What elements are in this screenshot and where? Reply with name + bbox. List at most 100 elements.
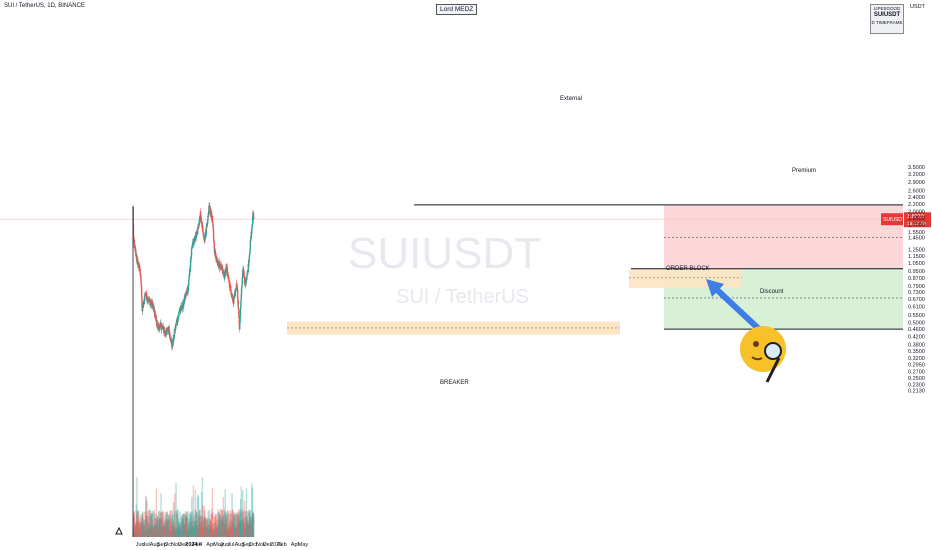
volume-bar <box>146 500 148 537</box>
y-tick-label: 2.4000 <box>908 195 925 201</box>
candle-body <box>194 237 196 241</box>
candle-body <box>209 205 211 210</box>
candle-body <box>246 276 248 280</box>
volume-bar <box>224 512 227 537</box>
volume-bar <box>187 523 189 537</box>
volume-bar <box>248 510 251 537</box>
candle-body <box>172 345 174 346</box>
volume-bar <box>161 512 164 537</box>
volume-bar <box>186 513 188 537</box>
volume-bar <box>200 521 202 537</box>
info-box-line1: LIPESGOOD <box>873 6 901 11</box>
volume-bar <box>224 524 226 537</box>
candle-body <box>225 272 227 273</box>
candle-body <box>168 326 170 332</box>
volume-bar <box>148 521 150 537</box>
volume-bar <box>206 519 208 537</box>
volume-bar <box>226 510 229 537</box>
candle-body <box>159 324 161 328</box>
volume-bar <box>155 488 158 537</box>
candle-body <box>134 243 136 247</box>
volume-bar <box>199 515 202 537</box>
volume-bar <box>233 514 235 537</box>
volume-bar <box>205 525 208 537</box>
volume-bar <box>151 524 153 537</box>
volume-bar <box>197 530 199 537</box>
volume-bar <box>158 523 160 537</box>
volume-bar <box>133 528 135 537</box>
volume-bar <box>158 510 160 537</box>
volume-bar <box>204 510 206 537</box>
y-tick-label: 0.3800 <box>908 342 925 348</box>
candle-body <box>151 301 154 305</box>
volume-bar <box>251 519 253 537</box>
candle-body <box>202 229 204 233</box>
volume-bar <box>179 529 181 537</box>
volume-bar <box>224 489 226 537</box>
volume-bar <box>140 514 142 537</box>
volume-bar <box>171 510 173 537</box>
volume-bar <box>191 518 193 537</box>
x-tick-label: Dec <box>263 542 273 548</box>
x-tick-label: Aug <box>150 542 160 548</box>
volume-bar <box>189 514 192 537</box>
candle-body <box>205 226 208 234</box>
candle-body <box>240 301 242 308</box>
volume-bar <box>229 522 231 537</box>
volume-bar <box>183 514 185 537</box>
volume-bar <box>200 491 203 537</box>
volume-bar <box>165 518 167 537</box>
candle-body <box>248 254 251 258</box>
candle-body <box>189 269 191 275</box>
volume-bar <box>163 529 165 537</box>
candle-body <box>198 220 200 226</box>
volume-bar <box>201 477 204 537</box>
candle-body <box>148 300 150 302</box>
volume-bar <box>226 511 228 537</box>
volume-bar <box>186 517 189 537</box>
volume-bar <box>138 529 140 537</box>
candle-body <box>197 225 199 229</box>
volume-bar <box>251 516 253 537</box>
volume-bar <box>141 512 144 537</box>
candle-body <box>217 262 219 265</box>
volume-bar <box>133 511 136 537</box>
volume-bar <box>251 483 253 537</box>
y-tick-label: 0.4600 <box>908 327 925 333</box>
volume-bar <box>173 493 176 537</box>
volume-bar <box>215 530 218 537</box>
candle-body <box>212 223 214 228</box>
volume-bar <box>165 522 168 537</box>
candle-body <box>247 263 249 273</box>
volume-bar <box>185 515 187 537</box>
currency-label: USDT <box>910 4 925 10</box>
volume-bar <box>218 524 221 537</box>
volume-bar <box>227 530 230 537</box>
candle-body <box>164 331 167 334</box>
volume-bar <box>195 521 197 537</box>
volume-bar <box>253 513 255 537</box>
volume-bar <box>208 518 211 537</box>
x-tick-label: May <box>298 542 309 548</box>
volume-bar <box>196 520 198 537</box>
candle-body <box>158 324 160 328</box>
candle-body <box>170 338 172 341</box>
volume-bar <box>177 521 180 537</box>
y-tick-label: 1.5500 <box>908 230 925 236</box>
volume-bar <box>203 520 206 537</box>
y-tick-label: 3.2000 <box>908 172 925 178</box>
price-tag-timer: 16:12:39 <box>907 221 926 227</box>
volume-bar <box>148 516 151 537</box>
annotation-label: BREAKER <box>440 380 469 386</box>
volume-bar <box>143 524 146 537</box>
candle-body <box>140 286 143 296</box>
volume-bar <box>192 527 194 537</box>
volume-bar <box>250 516 253 537</box>
candle-body <box>241 285 243 289</box>
volume-bar <box>159 512 162 537</box>
volume-bar <box>223 521 225 537</box>
watermark-symbol: SUIUSDT <box>348 229 541 278</box>
